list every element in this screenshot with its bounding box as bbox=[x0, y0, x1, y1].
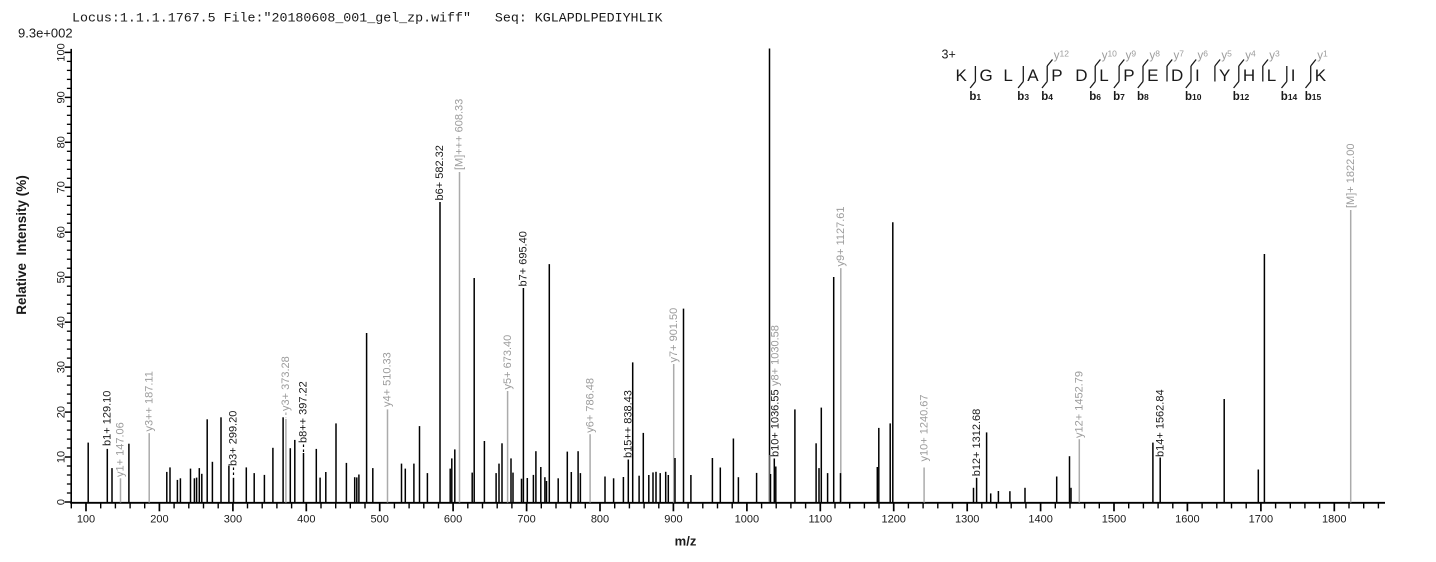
svg-text:y4: y4 bbox=[1245, 49, 1256, 63]
svg-text:100: 100 bbox=[55, 43, 67, 61]
svg-text:b8: b8 bbox=[1137, 91, 1149, 103]
svg-text:700: 700 bbox=[517, 514, 535, 526]
svg-text:900: 900 bbox=[664, 514, 682, 526]
svg-text:100: 100 bbox=[77, 514, 95, 526]
svg-text:[M]+++ 608.33: [M]+++ 608.33 bbox=[454, 99, 466, 170]
svg-text:9.3e+002: 9.3e+002 bbox=[18, 26, 73, 41]
svg-text:y10+ 1240.67: y10+ 1240.67 bbox=[918, 395, 930, 462]
svg-text:Locus:1.1.1.1767.5 File:"20180: Locus:1.1.1.1767.5 File:"20180608_001_ge… bbox=[72, 11, 662, 26]
svg-text:b7: b7 bbox=[1113, 91, 1125, 103]
svg-text:1300: 1300 bbox=[955, 514, 979, 526]
svg-text:m/z: m/z bbox=[675, 534, 697, 549]
svg-text:400: 400 bbox=[297, 514, 315, 526]
svg-text:D: D bbox=[1075, 66, 1087, 85]
svg-text:1700: 1700 bbox=[1249, 514, 1273, 526]
svg-text:50: 50 bbox=[55, 271, 67, 283]
svg-text:y8+ 1030.58: y8+ 1030.58 bbox=[769, 325, 781, 386]
svg-text:A: A bbox=[1027, 66, 1039, 85]
svg-text:y1: y1 bbox=[1317, 49, 1328, 63]
svg-text:b14+ 1562.84: b14+ 1562.84 bbox=[1154, 389, 1166, 457]
svg-text:b3+ 299.20: b3+ 299.20 bbox=[228, 411, 240, 466]
svg-text:1100: 1100 bbox=[808, 514, 832, 526]
svg-text:1600: 1600 bbox=[1175, 514, 1199, 526]
svg-text:3+: 3+ bbox=[942, 48, 956, 62]
svg-text:y3++ 187.11: y3++ 187.11 bbox=[143, 371, 155, 431]
svg-text:b12: b12 bbox=[1233, 91, 1250, 103]
svg-text:200: 200 bbox=[150, 514, 168, 526]
svg-text:y7: y7 bbox=[1174, 49, 1185, 63]
svg-text:20: 20 bbox=[55, 406, 67, 418]
svg-text:Relative Intensity (%): Relative Intensity (%) bbox=[14, 175, 29, 315]
svg-text:b1+ 129.10: b1+ 129.10 bbox=[102, 391, 114, 446]
svg-text:80: 80 bbox=[55, 136, 67, 148]
svg-text:b6: b6 bbox=[1089, 91, 1101, 103]
svg-text:y1+ 147.06: y1+ 147.06 bbox=[115, 422, 127, 477]
svg-text:y5+ 673.40: y5+ 673.40 bbox=[502, 335, 514, 390]
svg-text:L: L bbox=[1267, 66, 1276, 85]
svg-text:Y: Y bbox=[1219, 66, 1230, 85]
svg-text:70: 70 bbox=[55, 181, 67, 193]
svg-text:y4+ 510.33: y4+ 510.33 bbox=[382, 352, 394, 407]
svg-text:b6+ 582.32: b6+ 582.32 bbox=[434, 145, 446, 200]
svg-text:y3+ 373.28: y3+ 373.28 bbox=[280, 356, 292, 411]
svg-text:b8++ 397.22: b8++ 397.22 bbox=[298, 381, 310, 443]
svg-text:500: 500 bbox=[371, 514, 389, 526]
svg-text:b10+ 1036.55: b10+ 1036.55 bbox=[769, 389, 781, 457]
svg-text:1800: 1800 bbox=[1322, 514, 1346, 526]
svg-text:1000: 1000 bbox=[735, 514, 759, 526]
svg-text:b15: b15 bbox=[1305, 91, 1322, 103]
svg-text:E: E bbox=[1147, 66, 1158, 85]
svg-text:G: G bbox=[980, 66, 993, 85]
svg-text:K: K bbox=[1315, 66, 1327, 85]
svg-text:P: P bbox=[1051, 66, 1062, 85]
svg-text:b12+ 1312.68: b12+ 1312.68 bbox=[971, 409, 983, 477]
svg-text:60: 60 bbox=[55, 226, 67, 238]
svg-text:800: 800 bbox=[591, 514, 609, 526]
svg-text:y5: y5 bbox=[1221, 49, 1232, 63]
svg-text:L: L bbox=[1003, 66, 1012, 85]
svg-text:90: 90 bbox=[55, 91, 67, 103]
svg-text:L: L bbox=[1099, 66, 1108, 85]
svg-text:I: I bbox=[1195, 66, 1200, 85]
svg-text:K: K bbox=[956, 66, 968, 85]
svg-text:600: 600 bbox=[444, 514, 462, 526]
svg-text:y6+ 786.48: y6+ 786.48 bbox=[584, 378, 596, 433]
svg-text:300: 300 bbox=[224, 514, 242, 526]
svg-text:1200: 1200 bbox=[881, 514, 905, 526]
svg-text:[M]+ 1822.00: [M]+ 1822.00 bbox=[1345, 143, 1357, 208]
svg-text:0: 0 bbox=[55, 499, 67, 505]
svg-text:y7+ 901.50: y7+ 901.50 bbox=[668, 308, 680, 363]
svg-text:b14: b14 bbox=[1281, 91, 1298, 103]
svg-text:1400: 1400 bbox=[1028, 514, 1052, 526]
svg-text:y12+ 1452.79: y12+ 1452.79 bbox=[1074, 371, 1086, 438]
svg-text:D: D bbox=[1171, 66, 1183, 85]
svg-text:40: 40 bbox=[55, 316, 67, 328]
svg-text:b3: b3 bbox=[1017, 91, 1029, 103]
svg-text:I: I bbox=[1291, 66, 1296, 85]
svg-text:H: H bbox=[1243, 66, 1255, 85]
svg-text:y8: y8 bbox=[1150, 49, 1161, 63]
svg-text:y9: y9 bbox=[1126, 49, 1137, 63]
svg-text:b15++ 838.43: b15++ 838.43 bbox=[623, 390, 635, 458]
svg-text:b1: b1 bbox=[969, 91, 981, 103]
svg-text:b4: b4 bbox=[1041, 91, 1053, 103]
svg-text:y6: y6 bbox=[1198, 49, 1209, 63]
svg-text:b7+ 695.40: b7+ 695.40 bbox=[518, 231, 530, 286]
svg-text:y3: y3 bbox=[1269, 49, 1280, 63]
svg-text:30: 30 bbox=[55, 361, 67, 373]
svg-text:y9+ 1127.61: y9+ 1127.61 bbox=[835, 206, 847, 266]
svg-text:1500: 1500 bbox=[1102, 514, 1126, 526]
svg-text:10: 10 bbox=[55, 451, 67, 463]
svg-text:P: P bbox=[1123, 66, 1134, 85]
svg-text:b10: b10 bbox=[1185, 91, 1202, 103]
